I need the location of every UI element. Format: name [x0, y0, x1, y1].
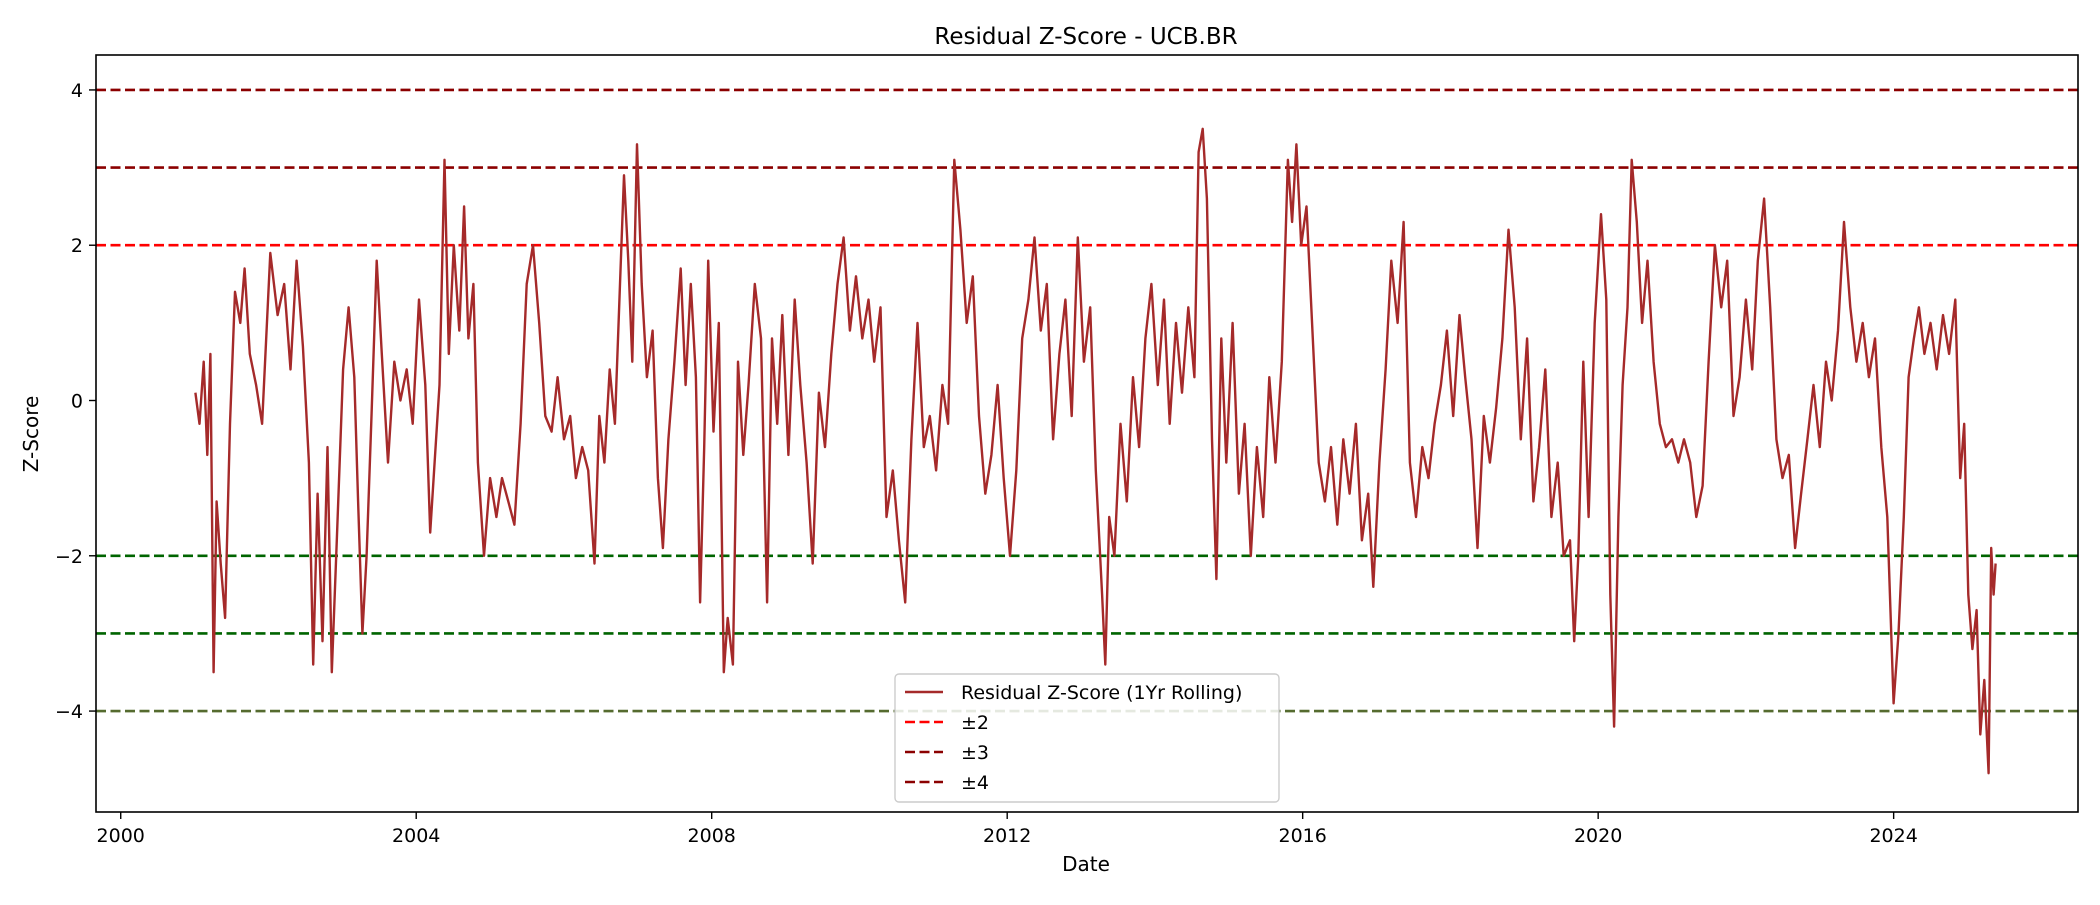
x-tick-label: 2016 — [1278, 825, 1326, 847]
x-tick-label: 2020 — [1574, 825, 1622, 847]
y-tick-label: 0 — [71, 391, 83, 413]
legend: Residual Z-Score (1Yr Rolling) ±2 ±3 ±4 — [894, 673, 1280, 803]
y-tick-label: 2 — [71, 235, 83, 257]
y-tick-label: −2 — [55, 546, 83, 568]
x-axis-label: Date — [1062, 852, 1110, 876]
chart-title: Residual Z-Score - UCB.BR — [934, 24, 1237, 50]
legend-box — [894, 673, 1280, 803]
x-tick-label: 2000 — [97, 825, 145, 847]
y-tick-label: 4 — [71, 80, 83, 102]
legend-entry-label: Residual Z-Score (1Yr Rolling) — [961, 682, 1242, 704]
x-tick-label: 2024 — [1869, 825, 1917, 847]
x-tick-label: 2004 — [392, 825, 440, 847]
legend-entry-label: ±2 — [961, 712, 989, 734]
x-tick-label: 2008 — [688, 825, 736, 847]
y-tick-label: −4 — [55, 701, 83, 723]
plot-frame — [95, 54, 2079, 813]
x-tick-label: 2012 — [983, 825, 1031, 847]
series-line-residual-zscore — [194, 127, 1997, 775]
legend-entry-label: ±3 — [961, 742, 989, 764]
legend-entry-label: ±4 — [961, 772, 989, 794]
y-axis-label: Z-Score — [19, 396, 43, 473]
